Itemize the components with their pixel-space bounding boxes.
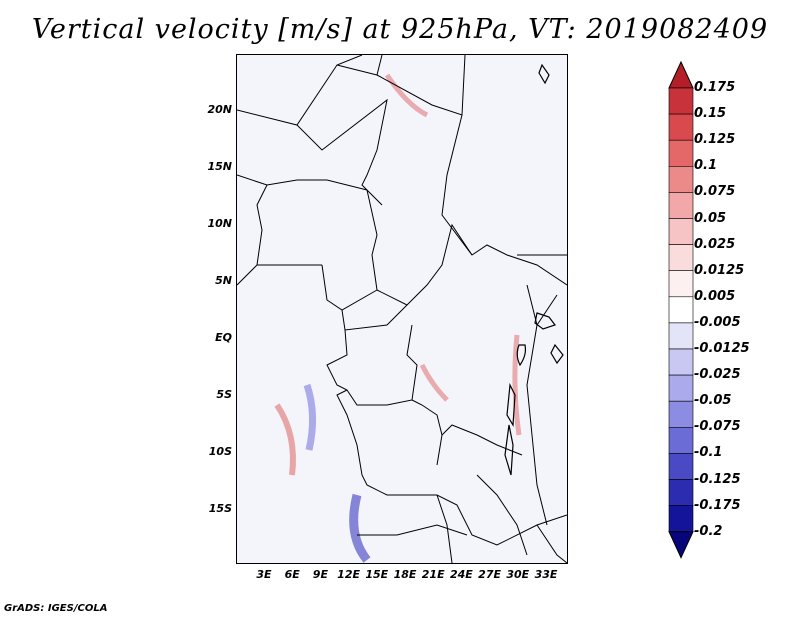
colorbar-tick-label: -0.025 (694, 367, 741, 383)
colorbar-tick-label: 0.0125 (694, 262, 745, 278)
colorbar-swatch (668, 87, 694, 115)
lat-tick-label: 5N (215, 274, 232, 287)
colorbar-swatch (668, 479, 694, 506)
colorbar-swatch (668, 113, 694, 141)
colorbar-tick-label: 0.125 (694, 132, 736, 148)
lon-tick-label: 12E (337, 568, 360, 581)
chart-title: Vertical velocity [m/s] at 925hPa, VT: 2… (31, 14, 769, 45)
lat-tick-label: 20N (207, 103, 232, 116)
colorbar-swatch (668, 296, 694, 324)
colorbar-swatch (668, 505, 694, 533)
colorbar-tick-label: 0.075 (694, 184, 736, 200)
colorbar-swatch (668, 348, 694, 376)
downward-motion-field (237, 55, 567, 563)
country-borders (237, 55, 567, 563)
colorbar-tick-label: 0.005 (694, 288, 736, 304)
colorbar-swatch (668, 400, 694, 428)
colorbar-tick-label: -0.005 (694, 314, 741, 330)
colorbar-tick-label: 0.175 (694, 80, 736, 95)
colorbar-swatch (668, 322, 694, 350)
colorbar-tick-label: 0.05 (694, 210, 727, 226)
colorbar-swatch (668, 218, 694, 245)
colorbar-tick-label: -0.2 (694, 523, 723, 539)
lon-tick-label: 6E (284, 568, 300, 581)
updraft-streak (419, 363, 449, 402)
colorbar-swatches (668, 60, 694, 559)
colorbar-top-arrow (668, 60, 694, 89)
colorbar-swatch (668, 192, 694, 219)
colorbar-swatch (668, 453, 694, 480)
colorbar-tick-label: -0.175 (694, 497, 741, 513)
lake-outlines (504, 63, 564, 476)
lon-tick-label: 15E (365, 568, 389, 581)
lon-tick-label: 18E (393, 568, 417, 581)
colorbar-bottom-arrow (668, 531, 694, 559)
map-field (237, 55, 567, 563)
colorbar-tick-label: 0.025 (694, 236, 736, 252)
colorbar-swatch (668, 244, 694, 272)
colorbar-swatch (668, 374, 694, 402)
downdraft-streak (303, 383, 317, 451)
colorbar-swatch (668, 166, 694, 193)
lat-tick-label: 10N (207, 217, 232, 230)
downdraft-streak (349, 493, 371, 563)
lon-tick-label: 21E (421, 568, 445, 581)
updraft-streak (512, 334, 522, 436)
lon-tick-label: 9E (312, 568, 328, 581)
lat-tick-label: 15N (207, 160, 232, 173)
colorbar-tick-label: -0.125 (694, 471, 741, 487)
lon-tick-label: 33E (534, 568, 558, 581)
colorbar-tick-label: 0.1 (694, 158, 718, 174)
lat-tick-label: 15S (208, 502, 232, 515)
colorbar-swatch (668, 139, 694, 167)
lat-tick-label: 5S (216, 388, 232, 401)
lat-tick-label: 10S (208, 445, 232, 458)
colorbar-tick-label: -0.0125 (694, 341, 750, 356)
colorbar-tick-label: -0.05 (694, 393, 732, 409)
grads-credit: GrADS: IGES/COLA (4, 603, 108, 614)
colorbar-tick-label: 0.15 (694, 106, 727, 122)
lon-tick-label: 27E (478, 568, 501, 581)
updraft-streak (384, 73, 429, 118)
lon-tick-label: 3E (256, 568, 272, 581)
lon-tick-label: 30E (506, 568, 530, 581)
lat-tick-label: EQ (215, 331, 232, 344)
lon-tick-label: 24E (449, 568, 473, 581)
colorbar-tick-label: -0.1 (694, 445, 723, 461)
colorbar-swatch (668, 270, 694, 298)
updraft-streak (274, 403, 296, 476)
map-plot-area[interactable] (236, 54, 568, 564)
colorbar-swatch (668, 426, 694, 454)
colorbar-tick-label: -0.075 (694, 419, 741, 435)
